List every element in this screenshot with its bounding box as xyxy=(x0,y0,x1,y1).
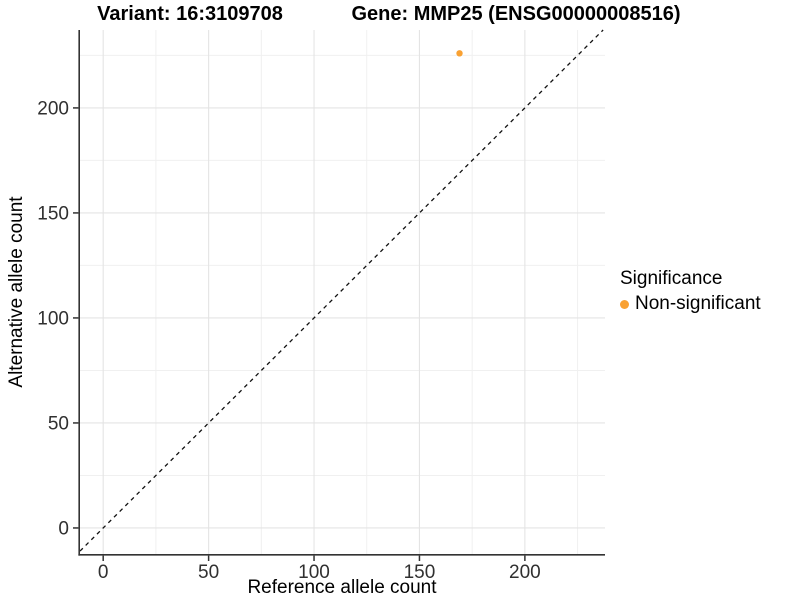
x-axis-title: Reference allele count xyxy=(247,577,437,598)
x-tick-label: 0 xyxy=(98,562,109,583)
legend: Significance Non-significant xyxy=(620,268,795,316)
y-tick-label: 150 xyxy=(37,203,69,224)
legend-item: Non-significant xyxy=(620,293,795,316)
y-axis-title: Alternative allele count xyxy=(6,196,28,388)
identity-line xyxy=(79,29,604,552)
variant-title: Variant: 16:3109708 xyxy=(97,3,283,25)
y-tick-label: 0 xyxy=(58,518,69,539)
data-point xyxy=(456,50,463,57)
legend-title: Significance xyxy=(620,268,723,289)
y-tick-label: 100 xyxy=(37,308,69,329)
y-tick-label: 200 xyxy=(37,98,69,119)
x-tick-label: 150 xyxy=(404,562,436,583)
y-tick-label: 50 xyxy=(48,413,69,434)
x-tick-label: 50 xyxy=(198,562,219,583)
legend-item-label: Non-significant xyxy=(635,292,761,314)
legend-point-icon xyxy=(620,299,629,309)
x-tick-label: 100 xyxy=(298,562,330,583)
gene-title: Gene: MMP25 (ENSG00000008516) xyxy=(351,3,681,25)
x-tick-label: 200 xyxy=(509,562,541,583)
